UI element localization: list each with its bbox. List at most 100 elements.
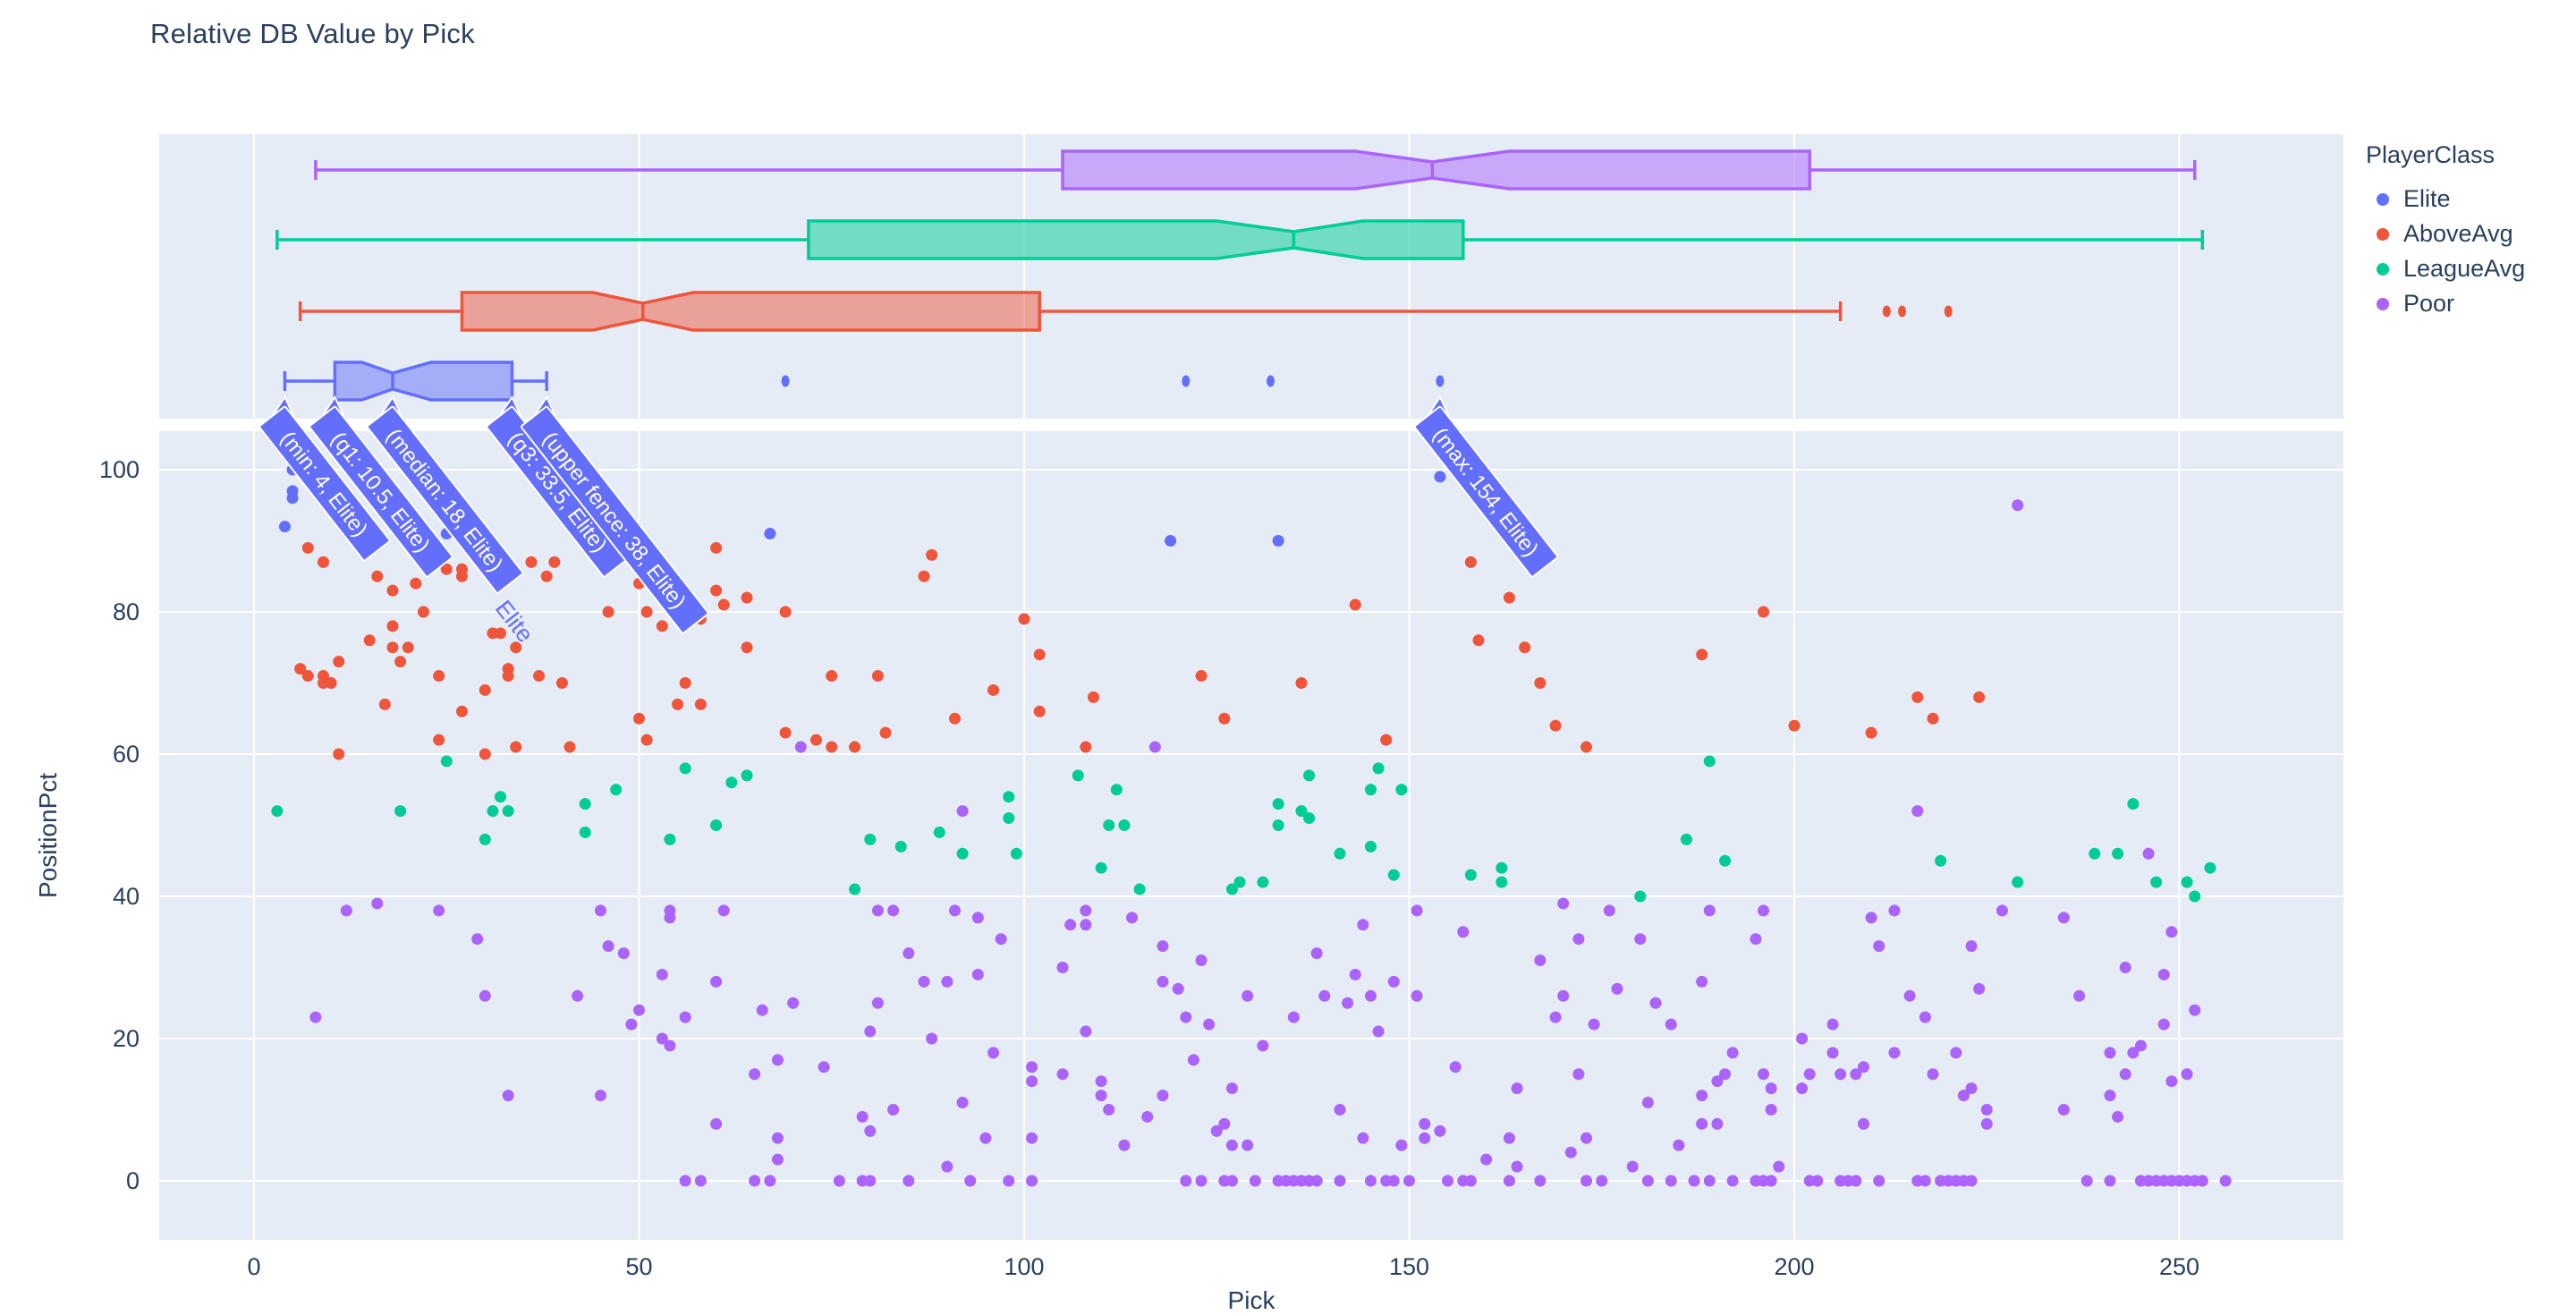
scatter-point-aboveavg[interactable] xyxy=(918,570,930,582)
scatter-point-poor[interactable] xyxy=(1726,1175,1739,1187)
scatter-point-poor[interactable] xyxy=(1180,1011,1192,1023)
scatter-point-poor[interactable] xyxy=(2104,1047,2116,1059)
scatter-point-poor[interactable] xyxy=(1696,1117,1708,1130)
scatter-point-leagueavg[interactable] xyxy=(394,805,407,818)
scatter-point-aboveavg[interactable] xyxy=(1503,591,1515,604)
scatter-point-poor[interactable] xyxy=(1557,989,1570,1002)
scatter-point-poor[interactable] xyxy=(1888,904,1901,917)
scatter-point-poor[interactable] xyxy=(1572,933,1585,946)
scatter-point-poor[interactable] xyxy=(2080,1175,2093,1187)
scatter-point-aboveavg[interactable] xyxy=(871,670,884,683)
scatter-point-elite[interactable] xyxy=(286,492,299,505)
scatter-point-aboveavg[interactable] xyxy=(741,641,753,654)
scatter-point-poor[interactable] xyxy=(1534,1175,1546,1187)
scatter-point-poor[interactable] xyxy=(1865,912,1877,924)
scatter-point-poor[interactable] xyxy=(902,947,915,960)
scatter-point-aboveavg[interactable] xyxy=(378,698,391,710)
scatter-point-poor[interactable] xyxy=(956,1097,969,1109)
scatter-point-poor[interactable] xyxy=(625,1018,638,1031)
scatter-point-aboveavg[interactable] xyxy=(1580,741,1593,753)
box-outlier-point[interactable] xyxy=(1898,305,1907,318)
scatter-point-poor[interactable] xyxy=(1026,1075,1038,1088)
scatter-point-leagueavg[interactable] xyxy=(1364,784,1377,796)
scatter-point-poor[interactable] xyxy=(794,741,807,753)
scatter-point-poor[interactable] xyxy=(1187,1054,1199,1066)
scatter-point-leagueavg[interactable] xyxy=(479,833,491,845)
scatter-point-poor[interactable] xyxy=(1503,1175,1515,1187)
scatter-point-leagueavg[interactable] xyxy=(1634,890,1647,903)
boxplot-poor[interactable] xyxy=(314,149,2197,191)
scatter-point-aboveavg[interactable] xyxy=(301,670,314,683)
scatter-point-leagueavg[interactable] xyxy=(956,847,969,860)
scatter-point-aboveavg[interactable] xyxy=(548,556,561,568)
scatter-point-poor[interactable] xyxy=(1403,1175,1415,1187)
scatter-point-poor[interactable] xyxy=(656,968,668,980)
scatter-point-poor[interactable] xyxy=(1103,1104,1115,1116)
scatter-point-leagueavg[interactable] xyxy=(894,840,907,853)
scatter-point-poor[interactable] xyxy=(941,1160,953,1173)
scatter-point-poor[interactable] xyxy=(1395,1139,1408,1151)
scatter-point-poor[interactable] xyxy=(1596,1175,1608,1187)
scatter-point-leagueavg[interactable] xyxy=(1295,805,1308,818)
scatter-point-leagueavg[interactable] xyxy=(1103,819,1115,831)
scatter-point-poor[interactable] xyxy=(1387,975,1400,988)
scatter-point-poor[interactable] xyxy=(1419,1132,1431,1144)
scatter-point-poor[interactable] xyxy=(1342,997,1354,1009)
scatter-point-leagueavg[interactable] xyxy=(579,826,591,838)
scatter-point-poor[interactable] xyxy=(1765,1175,1777,1187)
scatter-point-poor[interactable] xyxy=(2119,1068,2131,1081)
scatter-point-poor[interactable] xyxy=(1803,1068,1816,1081)
scatter-point-poor[interactable] xyxy=(1826,1047,1839,1059)
scatter-point-poor[interactable] xyxy=(1056,1068,1069,1081)
scatter-point-poor[interactable] xyxy=(1973,982,1986,995)
scatter-point-poor[interactable] xyxy=(1750,933,1762,946)
scatter-point-poor[interactable] xyxy=(1857,1061,1869,1073)
scatter-point-poor[interactable] xyxy=(594,1090,606,1102)
scatter-point-poor[interactable] xyxy=(1703,1175,1716,1187)
scatter-point-leagueavg[interactable] xyxy=(1233,876,1246,888)
scatter-point-poor[interactable] xyxy=(1811,1175,1824,1187)
scatter-point-leagueavg[interactable] xyxy=(440,755,453,768)
scatter-point-poor[interactable] xyxy=(1357,919,1369,931)
scatter-point-aboveavg[interactable] xyxy=(949,712,962,725)
scatter-point-poor[interactable] xyxy=(1919,1175,1931,1187)
scatter-point-poor[interactable] xyxy=(2119,962,2131,973)
scatter-point-poor[interactable] xyxy=(1626,1160,1639,1173)
boxplot-aboveavg[interactable] xyxy=(298,291,1953,332)
scatter-point-poor[interactable] xyxy=(1572,1068,1585,1081)
scatter-point-poor[interactable] xyxy=(1688,1175,1700,1187)
scatter-point-poor[interactable] xyxy=(1850,1175,1862,1187)
scatter-point-poor[interactable] xyxy=(602,940,614,953)
scatter-point-poor[interactable] xyxy=(2057,912,2070,924)
scatter-point-leagueavg[interactable] xyxy=(1110,784,1123,796)
scatter-point-poor[interactable] xyxy=(1225,1139,1238,1151)
scatter-point-poor[interactable] xyxy=(1241,989,1254,1002)
scatter-point-leagueavg[interactable] xyxy=(1303,812,1316,825)
scatter-point-aboveavg[interactable] xyxy=(1033,705,1046,717)
scatter-point-poor[interactable] xyxy=(1080,919,1092,931)
scatter-point-leagueavg[interactable] xyxy=(1703,755,1716,768)
scatter-point-aboveavg[interactable] xyxy=(333,748,345,760)
scatter-point-aboveavg[interactable] xyxy=(386,584,399,597)
scatter-point-poor[interactable] xyxy=(1603,904,1615,917)
scatter-point-leagueavg[interactable] xyxy=(2181,876,2193,888)
scatter-point-poor[interactable] xyxy=(1696,1090,1708,1102)
scatter-point-poor[interactable] xyxy=(1334,1104,1346,1116)
scatter-point-poor[interactable] xyxy=(656,1032,668,1045)
scatter-point-poor[interactable] xyxy=(1056,962,1069,973)
scatter-point-poor[interactable] xyxy=(1726,1047,1739,1059)
scatter-point-poor[interactable] xyxy=(949,904,962,917)
scatter-point-poor[interactable] xyxy=(371,897,384,910)
scatter-point-poor[interactable] xyxy=(1765,1082,1777,1095)
scatter-point-poor[interactable] xyxy=(1580,1175,1593,1187)
scatter-point-leagueavg[interactable] xyxy=(679,762,691,775)
scatter-point-poor[interactable] xyxy=(502,1090,514,1102)
scatter-point-poor[interactable] xyxy=(710,1117,723,1130)
scatter-point-poor[interactable] xyxy=(871,904,884,917)
scatter-point-poor[interactable] xyxy=(1511,1160,1523,1173)
scatter-point-aboveavg[interactable] xyxy=(417,606,429,618)
scatter-point-aboveavg[interactable] xyxy=(779,606,792,618)
scatter-point-poor[interactable] xyxy=(887,904,900,917)
scatter-point-aboveavg[interactable] xyxy=(533,670,546,683)
box-outlier-point[interactable] xyxy=(1436,375,1445,387)
